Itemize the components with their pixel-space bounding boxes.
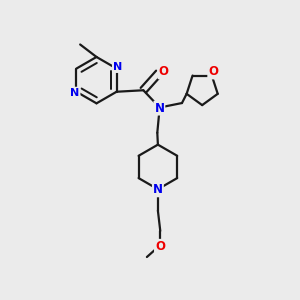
Text: O: O	[208, 65, 218, 79]
Text: N: N	[154, 102, 164, 115]
Text: O: O	[158, 65, 169, 78]
Text: N: N	[70, 88, 80, 98]
Text: N: N	[153, 183, 163, 196]
Text: O: O	[155, 240, 165, 253]
Text: N: N	[113, 62, 122, 72]
